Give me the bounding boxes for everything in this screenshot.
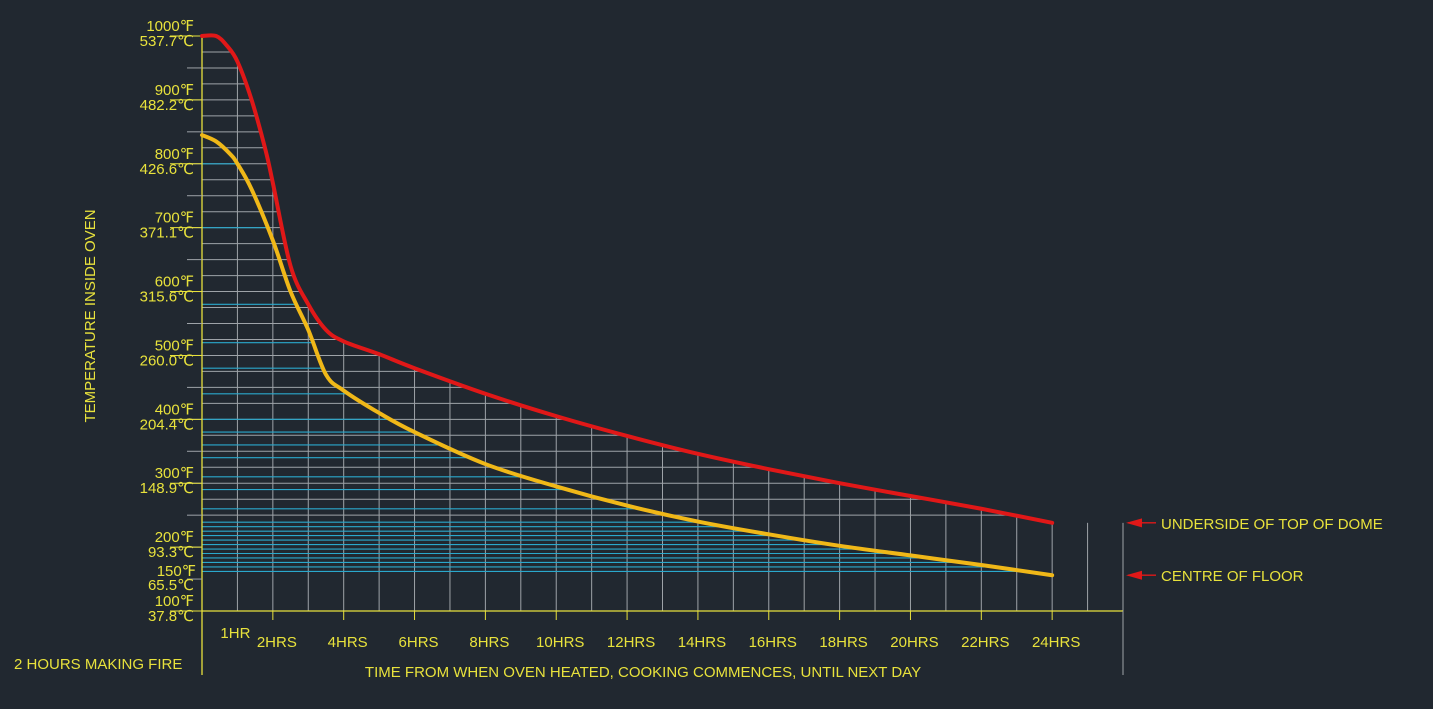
- x-tick-labels: 1HR 2HRS 4HRS 6HRS 8HRS 10HRS 12HRS 14HRS 16HRS 1…: [220, 625, 1080, 651]
- y-tick-label-c: 426.6℃: [140, 161, 194, 178]
- y-tick-label-f: 300℉: [155, 465, 194, 482]
- floor-fill-lines: [202, 163, 1026, 572]
- x-tick-label: 10HRS: [536, 634, 584, 651]
- y-tick-label-f: 400℉: [155, 401, 194, 418]
- y-tick-label-c: 537.7℃: [140, 33, 194, 50]
- legend-arrow-icon: [1126, 518, 1142, 528]
- x-tick-label: 22HRS: [961, 634, 1009, 651]
- y-tick-label-f: 1000℉: [146, 18, 194, 35]
- y-tick-label-f: 600℉: [155, 274, 194, 291]
- legend-floor-label: CENTRE OF FLOOR: [1161, 568, 1304, 585]
- floor-temperature-line: [200, 133, 1055, 578]
- pre-period-label: 2 HOURS MAKING FIRE: [14, 656, 182, 673]
- y-tick-label-f: 200℉: [155, 529, 194, 546]
- x-tick-label: 1HR: [220, 625, 250, 642]
- x-tick-label: 12HRS: [607, 634, 655, 651]
- x-tick-label: 8HRS: [469, 634, 509, 651]
- x-tick-label: 6HRS: [399, 634, 439, 651]
- axes: [170, 35, 1124, 675]
- y-tick-label-c: 204.4℃: [140, 416, 194, 433]
- y-tick-label-f: 500℉: [155, 337, 194, 354]
- y-tick-label-c: 148.9℃: [140, 480, 194, 497]
- x-tick-label: 16HRS: [749, 634, 797, 651]
- y-tick-label-f: 800℉: [155, 146, 194, 163]
- x-tick-label: 24HRS: [1032, 634, 1080, 651]
- grid: [202, 51, 1124, 611]
- y-tick-label-c: 260.0℃: [140, 352, 194, 369]
- x-tick-label: 18HRS: [819, 634, 867, 651]
- y-tick-label-f: 150℉: [157, 563, 196, 580]
- x-tick-label: 14HRS: [678, 634, 726, 651]
- y-tick-label-c: 37.8℃: [148, 608, 194, 625]
- y-tick-label-c: 371.1℃: [140, 225, 194, 242]
- y-tick-label-c: 315.6℃: [140, 289, 194, 306]
- y-axis-label: TEMPERATURE INSIDE OVEN: [82, 209, 99, 422]
- y-tick-label-f: 700℉: [155, 210, 194, 227]
- y-tick-label-f: 900℉: [155, 82, 194, 99]
- y-tick-label-c: 482.2℃: [140, 97, 194, 114]
- series: [200, 33, 1055, 578]
- dome-temperature-line: [200, 33, 1055, 525]
- y-tick-label-c: 65.5℃: [148, 577, 194, 594]
- x-tick-label: 4HRS: [328, 634, 368, 651]
- x-tick-label: 20HRS: [890, 634, 938, 651]
- legend-dome-label: UNDERSIDE OF TOP OF DOME: [1161, 516, 1383, 533]
- x-axis-label: TIME FROM WHEN OVEN HEATED, COOKING COMM…: [365, 664, 921, 681]
- legend-arrow-icon: [1126, 570, 1142, 580]
- y-tick-label-f: 100℉: [155, 593, 194, 610]
- legend: UNDERSIDE OF TOP OF DOME CENTRE OF FLOOR: [1126, 516, 1383, 585]
- y-tick-label-c: 93.3℃: [148, 544, 194, 561]
- x-tick-label: 2HRS: [257, 634, 297, 651]
